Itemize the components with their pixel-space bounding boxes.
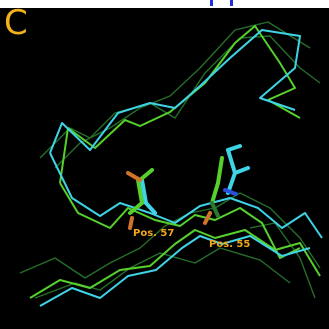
structure-render: Pos. 57 Pos. 55 bbox=[0, 8, 329, 329]
residue-label-pos-55: Pos. 55 bbox=[209, 239, 251, 250]
panel-label: C bbox=[4, 3, 28, 43]
top-blue-fragment bbox=[210, 0, 233, 6]
residue-label-pos-57: Pos. 57 bbox=[133, 228, 175, 239]
protein-backbone-overlay bbox=[19, 21, 323, 307]
